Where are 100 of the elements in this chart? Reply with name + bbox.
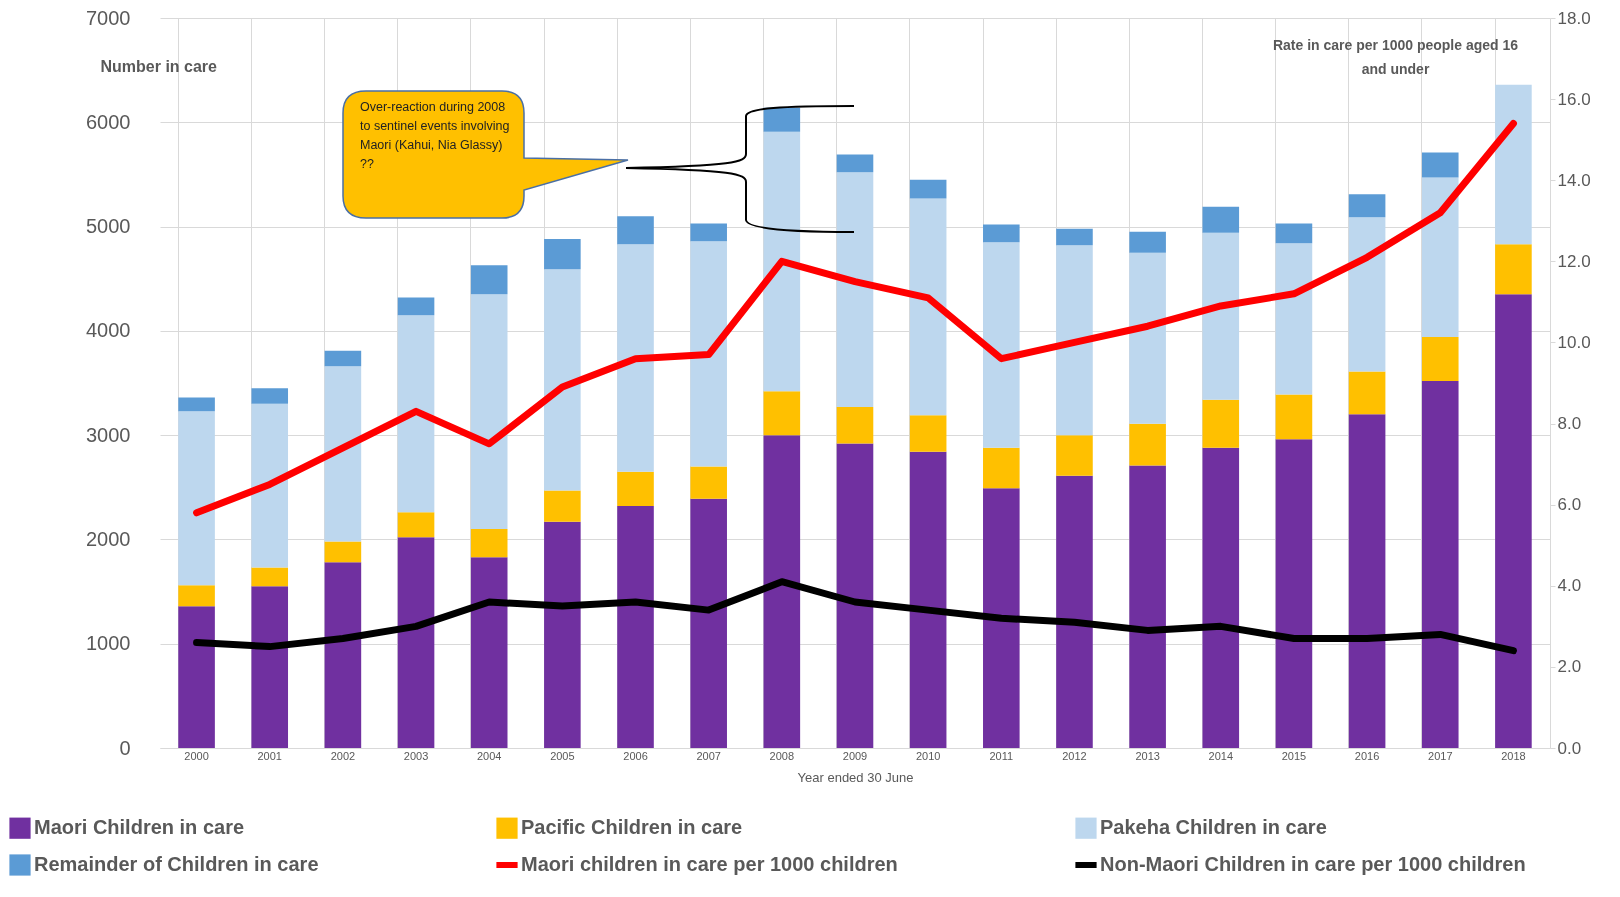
y-tick-label: 4000 — [86, 319, 131, 342]
bar — [836, 406, 874, 444]
bar — [1348, 371, 1386, 415]
bar — [617, 216, 654, 245]
bar — [251, 586, 289, 748]
bar — [909, 451, 947, 748]
x-axis-title: Year ended 30 June — [797, 769, 914, 785]
bar — [397, 297, 435, 316]
bar — [1348, 217, 1386, 372]
y2-tick-label: 2.0 — [1557, 657, 1582, 677]
x-tick-label: 2003 — [403, 749, 429, 762]
bar — [251, 403, 289, 568]
bar — [397, 512, 435, 538]
bar — [617, 471, 654, 507]
bar — [983, 224, 1020, 243]
bar — [617, 244, 654, 472]
bar — [1421, 177, 1459, 338]
bar — [763, 131, 801, 392]
y2-tick-label: 14.0 — [1557, 170, 1591, 190]
y2-tick-label: 10.0 — [1557, 332, 1591, 352]
bar — [1495, 84, 1532, 245]
y-tick-label: 1000 — [86, 632, 131, 655]
bar — [909, 198, 947, 416]
x-tick-label: 2012 — [1062, 749, 1087, 762]
bar — [324, 350, 362, 367]
bar — [1421, 152, 1459, 178]
y2-tick-label: 16.0 — [1557, 89, 1591, 109]
legend-label: Pacific Children in care — [521, 816, 743, 839]
bar — [690, 498, 727, 748]
bar — [1129, 423, 1166, 466]
legend-label: Maori children in care per 1000 children — [521, 853, 898, 875]
bar — [983, 488, 1020, 748]
bar — [544, 521, 581, 748]
x-tick-label: 2011 — [989, 749, 1014, 762]
x-tick-label: 2015 — [1281, 749, 1307, 762]
bar — [836, 443, 874, 748]
y-tick-label: 2000 — [86, 527, 131, 550]
bar — [836, 154, 874, 173]
bar — [1202, 232, 1240, 400]
bar — [470, 294, 508, 529]
bar — [178, 585, 215, 607]
bar — [178, 606, 215, 748]
bar — [763, 391, 801, 436]
bar — [763, 435, 801, 748]
legend-label: Remainder of Children in care — [34, 853, 319, 875]
legend-label: Pakeha Children in care — [1100, 816, 1327, 839]
bar — [251, 567, 289, 587]
bar — [470, 557, 508, 748]
bar — [178, 411, 215, 586]
y2-tick-label: 4.0 — [1557, 576, 1582, 596]
bar — [1056, 245, 1093, 436]
bar — [690, 223, 727, 242]
x-tick-label: 2007 — [696, 749, 721, 762]
x-tick-label: 2008 — [769, 749, 795, 762]
bar — [1421, 380, 1459, 748]
bar — [1275, 243, 1313, 395]
y2-axis-title: Rate in care per 1000 people aged 16 and under — [1272, 36, 1519, 77]
y2-tick-label: 0.0 — [1557, 738, 1582, 758]
legend-label: Non-Maori Children in care per 1000 children — [1100, 853, 1526, 875]
y-tick-label: 5000 — [86, 215, 131, 238]
annotation: Over-reaction during 2008 to sentinel events involving Maori (Kahui, Nia Glassy) ?? — [359, 99, 511, 173]
bar — [1056, 228, 1093, 246]
y2-tick-label: 6.0 — [1557, 495, 1582, 515]
bar — [836, 172, 874, 407]
y-tick-label: 3000 — [86, 423, 131, 446]
y2-tick-label: 8.0 — [1557, 414, 1582, 434]
bar — [1202, 206, 1240, 233]
bar — [1129, 231, 1166, 253]
x-tick-label: 2002 — [330, 749, 356, 762]
bar — [324, 562, 362, 748]
bar — [983, 242, 1020, 448]
bar — [1348, 414, 1386, 748]
bar — [617, 506, 654, 748]
bar — [983, 447, 1020, 489]
bar — [1275, 439, 1313, 748]
bar — [178, 397, 215, 412]
x-tick-label: 2006 — [623, 749, 648, 762]
bar — [470, 265, 508, 295]
bar — [909, 179, 947, 199]
x-tick-label: 2016 — [1354, 749, 1380, 762]
x-tick-label: 2014 — [1208, 749, 1234, 762]
bar — [1275, 223, 1313, 244]
bar — [251, 388, 289, 404]
bar — [1129, 465, 1166, 748]
x-tick-label: 2000 — [184, 749, 209, 762]
bar — [1056, 435, 1093, 476]
y-tick-label: 0 — [119, 736, 131, 759]
bar — [544, 239, 581, 270]
y-tick-label: 7000 — [86, 6, 131, 29]
y-axis-title: Number in care — [100, 57, 218, 75]
x-tick-label: 2018 — [1501, 749, 1526, 762]
legend-label: Maori Children in care — [34, 816, 245, 839]
bar — [1202, 399, 1240, 448]
bar — [544, 490, 581, 522]
bar — [470, 529, 508, 558]
bar — [690, 466, 727, 499]
bar — [1129, 252, 1166, 424]
x-tick-label: 2005 — [550, 749, 575, 762]
y2-tick-label: 18.0 — [1557, 8, 1591, 28]
bar — [763, 107, 801, 132]
